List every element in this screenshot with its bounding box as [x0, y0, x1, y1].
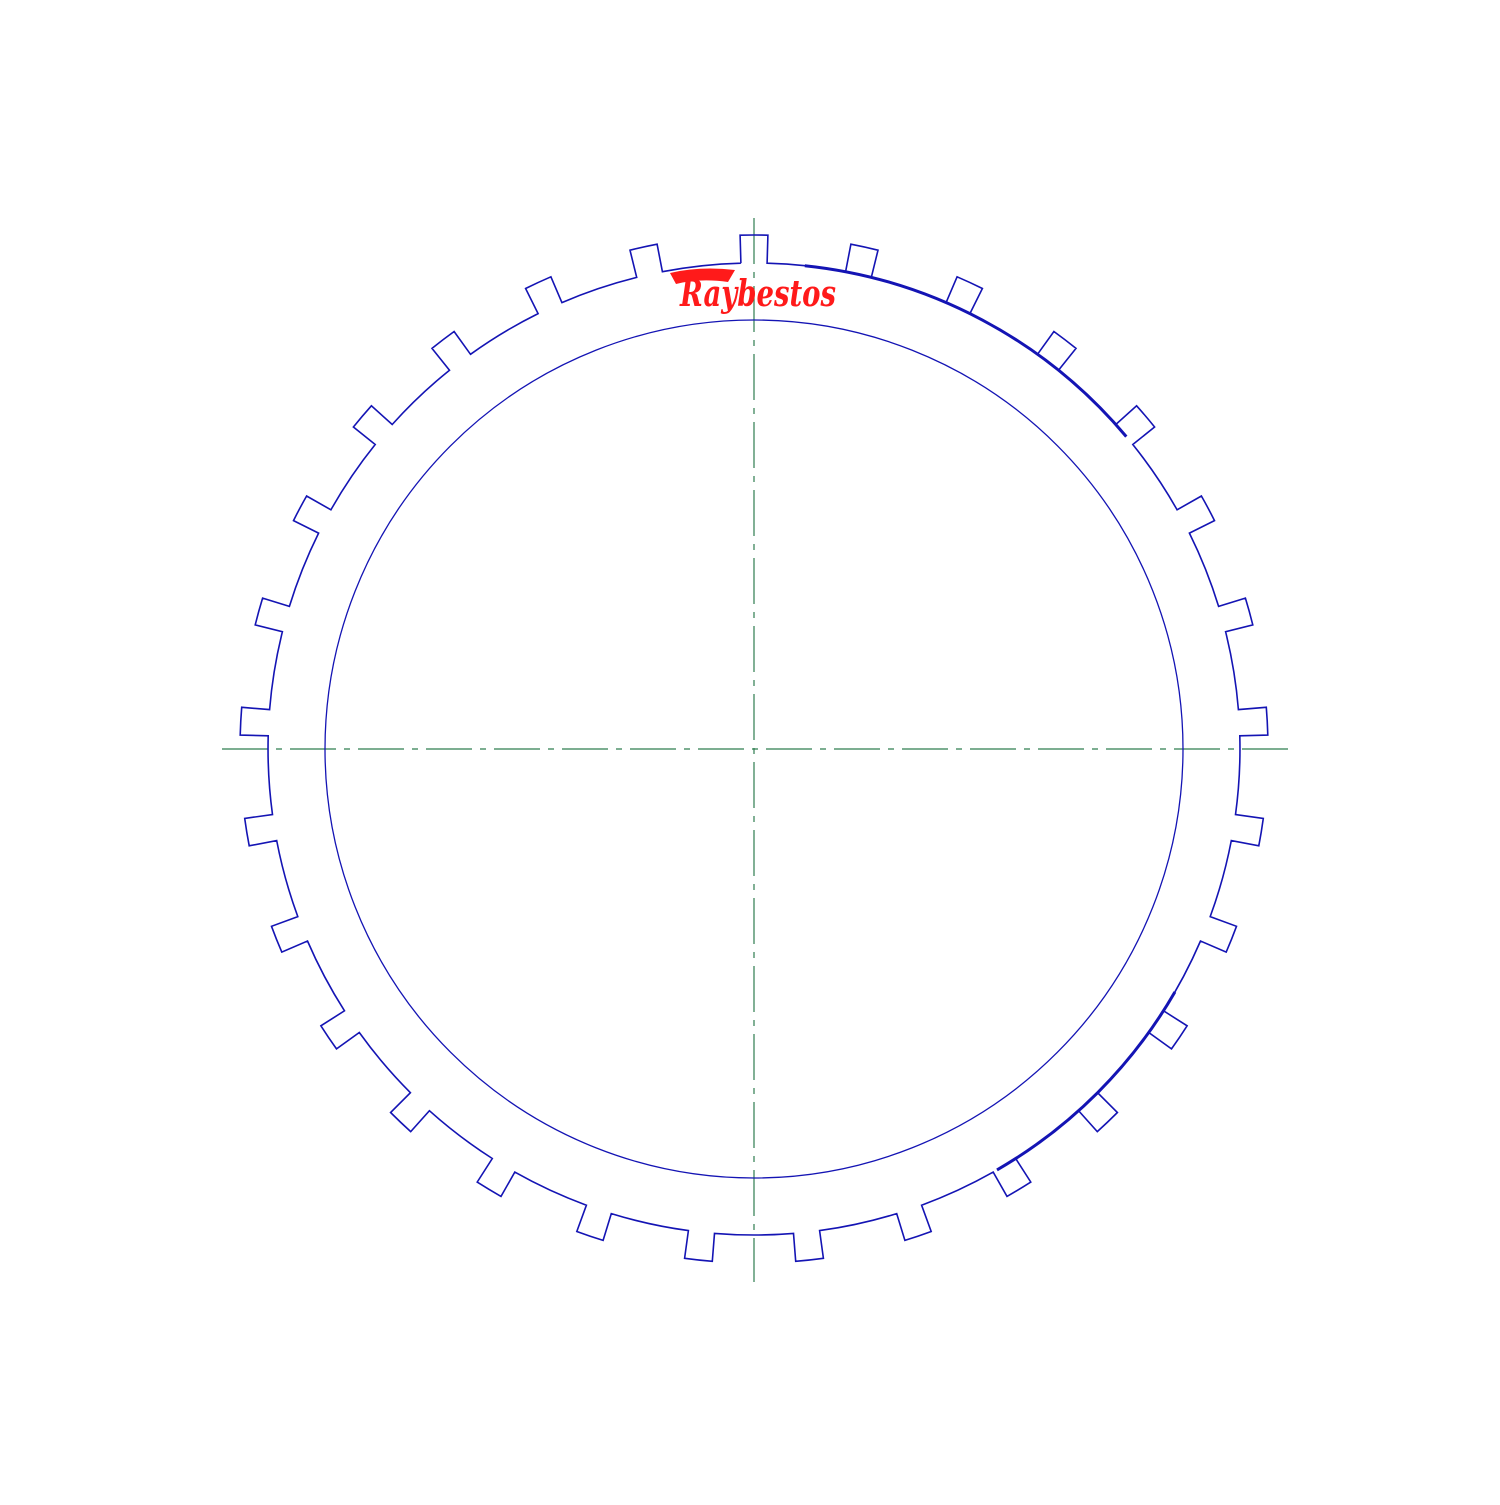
logo-swash [670, 268, 735, 284]
outer-profile-emphasis-arc [996, 991, 1177, 1172]
outer-profile-emphasis-arc [804, 264, 1128, 438]
logo-wordmark: Raybestos [679, 273, 836, 315]
centerlines [222, 218, 1288, 1282]
raybestos-logo: Raybestos [670, 268, 836, 315]
outer-toothed-profile [239, 234, 1269, 1263]
inner-diameter-circle [324, 319, 1184, 1179]
